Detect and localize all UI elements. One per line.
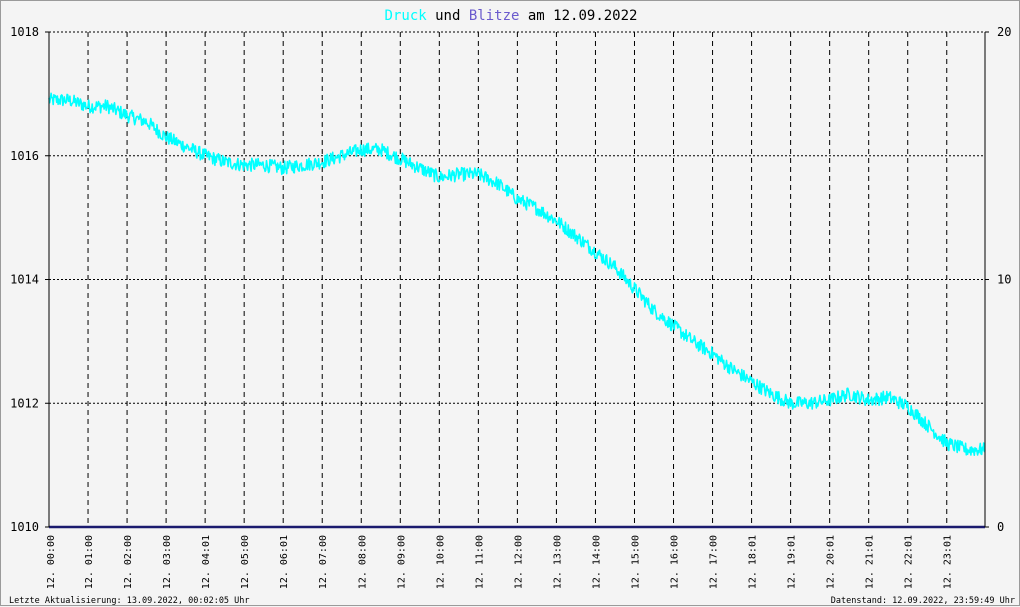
footer-data-status: Datenstand: 12.09.2022, 23:59:49 Uhr xyxy=(831,596,1015,606)
x-tick-label: 12. 20:01 xyxy=(826,535,837,589)
x-tick-label: 12. 14:00 xyxy=(591,535,602,589)
x-tick-label: 12. 07:00 xyxy=(318,535,329,589)
right-tick-label: 0 xyxy=(997,520,1004,534)
x-tick-label: 12. 16:00 xyxy=(670,535,681,589)
x-tick-label: 12. 22:01 xyxy=(904,535,915,589)
left-tick-label: 1014 xyxy=(10,273,39,287)
x-tick-label: 12. 13:00 xyxy=(552,535,563,589)
x-tick-label: 12. 23:01 xyxy=(943,535,954,589)
title-date: 12.09.2022 xyxy=(553,8,637,24)
title-am: am xyxy=(528,8,545,24)
grid xyxy=(49,32,985,527)
left-tick-label: 1018 xyxy=(10,25,39,39)
x-tick-label: 12. 17:00 xyxy=(709,535,720,589)
x-tick-label: 12. 01:00 xyxy=(84,535,95,589)
x-tick-label: 12. 06:01 xyxy=(279,535,290,589)
chart-title: Druck und Blitze am 12.09.2022 xyxy=(385,8,638,24)
x-tick-label: 12. 08:00 xyxy=(357,535,368,589)
right-tick-label: 20 xyxy=(997,25,1011,39)
left-tick-label: 1016 xyxy=(10,149,39,163)
x-tick-label: 12. 21:01 xyxy=(865,535,876,589)
x-tick-label: 12. 12:00 xyxy=(513,535,524,589)
x-tick-label: 12. 02:00 xyxy=(123,535,134,589)
x-tick-label: 12. 04:01 xyxy=(201,535,212,589)
x-tick-label: 12. 10:00 xyxy=(435,535,446,589)
x-tick-label: 12. 19:01 xyxy=(787,535,798,589)
series-druck-line xyxy=(49,93,985,455)
title-blitze: Blitze xyxy=(469,8,520,24)
title-druck: Druck xyxy=(385,8,428,24)
x-tick-label: 12. 15:00 xyxy=(630,535,641,589)
left-tick-label: 1012 xyxy=(10,396,39,410)
x-tick-label: 12. 00:00 xyxy=(46,535,57,589)
right-tick-label: 10 xyxy=(997,273,1011,287)
x-tick-label: 12. 11:00 xyxy=(474,535,485,589)
x-tick-label: 12. 18:01 xyxy=(748,535,759,589)
axes: 1010 1012 1014 1016 1018 0 10 20 12. 00:00 12. 01… xyxy=(10,25,1011,589)
x-tick-label: 12. 03:00 xyxy=(162,535,173,589)
x-tick-label: 12. 05:00 xyxy=(240,535,251,589)
x-tick-label: 12. 09:00 xyxy=(396,535,407,589)
left-tick-label: 1010 xyxy=(10,520,39,534)
title-und: und xyxy=(435,8,460,24)
footer-last-update: Letzte Aktualisierung: 13.09.2022, 00:02… xyxy=(9,596,250,606)
